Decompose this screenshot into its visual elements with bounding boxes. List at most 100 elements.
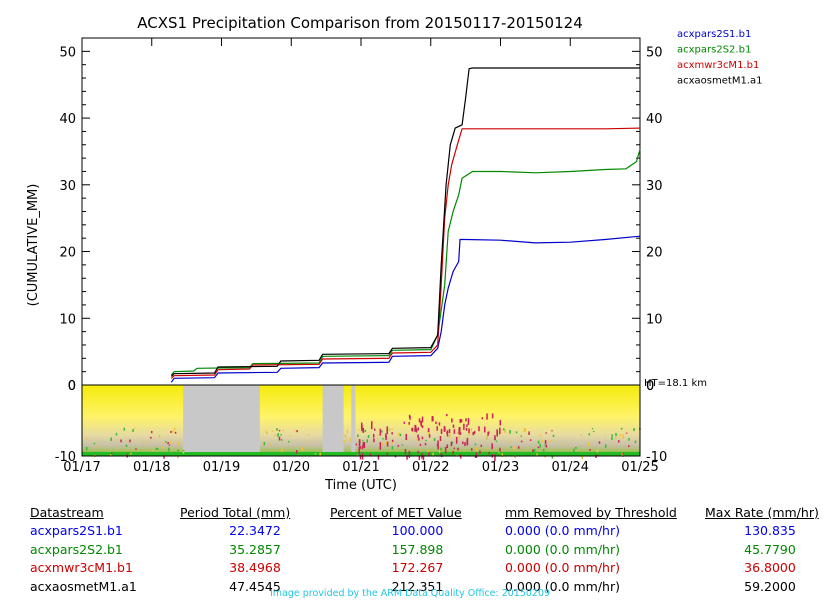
lower-heatmap-panel: [81, 384, 641, 462]
echo-speckle: [545, 444, 548, 448]
echo-speckle-strong: [417, 434, 419, 438]
echo-speckle: [628, 438, 630, 441]
echo-speckle: [468, 433, 471, 436]
echo-speckle-strong: [470, 448, 473, 451]
echo-speckle-strong: [373, 438, 375, 443]
echo-speckle: [551, 455, 554, 459]
echo-speckle-strong: [391, 439, 394, 442]
echo-speckle-strong: [417, 427, 419, 431]
echo-speckle: [563, 443, 565, 446]
y-tick-label-left: 0: [68, 379, 76, 394]
echo-speckle: [123, 427, 126, 431]
echo-speckle: [296, 430, 298, 433]
echo-speckle-strong: [414, 425, 417, 430]
echo-speckle-strong: [494, 454, 496, 462]
echo-speckle-strong: [415, 428, 418, 433]
echo-speckle: [544, 444, 546, 446]
echo-speckle: [142, 441, 145, 445]
echo-speckle-strong: [443, 426, 446, 432]
x-tick-label: 01/19: [203, 460, 240, 475]
echo-speckle: [488, 451, 490, 455]
cell-percent-met: 172.267: [391, 560, 444, 576]
stats-table: Datastream Period Total (mm) Percent of …: [30, 503, 835, 596]
x-tick-label: 01/24: [552, 460, 589, 475]
echo-speckle-strong: [438, 422, 441, 426]
echo-speckle: [627, 445, 630, 448]
y-tick-label-left: 40: [59, 112, 76, 127]
echo-speckle-strong: [462, 441, 464, 445]
echo-speckle: [172, 430, 174, 433]
echo-speckle-strong: [455, 436, 458, 444]
echo-speckle: [289, 434, 292, 436]
echo-speckle-strong: [418, 437, 420, 441]
echo-speckle-strong: [450, 441, 453, 447]
echo-speckle: [169, 441, 171, 444]
echo-speckle: [178, 441, 180, 446]
echo-speckle: [614, 436, 617, 440]
series-line-acxaosmetM1.a1: [170, 67, 640, 377]
echo-speckle: [158, 434, 161, 439]
legend-entry: acxaosmetM1.a1: [677, 76, 762, 87]
echo-speckle-strong: [479, 450, 481, 454]
echo-speckle: [182, 451, 185, 454]
echo-speckle-strong: [409, 415, 411, 420]
echo-speckle: [361, 445, 364, 450]
echo-speckle: [115, 432, 118, 436]
echo-speckle-strong: [421, 416, 424, 423]
echo-speckle: [532, 449, 534, 452]
height-label: HT=18.1 km: [644, 378, 707, 389]
echo-speckle: [381, 430, 383, 433]
echo-speckle: [93, 442, 96, 445]
echo-speckle: [604, 444, 607, 448]
echo-speckle: [581, 455, 583, 460]
echo-speckle: [545, 432, 547, 434]
cell-percent-met: 212.351: [391, 578, 444, 594]
echo-speckle-strong: [472, 432, 474, 436]
x-tick-label: 01/25: [621, 460, 658, 475]
echo-speckle: [620, 427, 623, 430]
y-tick-label-right: 0: [646, 379, 654, 394]
echo-speckle: [151, 450, 154, 452]
echo-speckle: [297, 453, 300, 456]
echo-speckle: [133, 427, 136, 429]
echo-speckle-strong: [363, 442, 366, 448]
echo-speckle: [619, 434, 622, 436]
echo-speckle: [456, 454, 458, 456]
echo-speckle: [372, 433, 375, 438]
surface-echo-strip: [82, 452, 640, 456]
echo-speckle: [401, 444, 404, 446]
echo-speckle: [277, 433, 279, 437]
echo-speckle: [433, 438, 436, 441]
echo-speckle-strong: [494, 435, 496, 441]
echo-speckle-strong: [467, 418, 470, 425]
echo-speckle: [416, 438, 418, 441]
echo-speckle-strong: [452, 450, 454, 455]
echo-speckle-strong: [435, 421, 437, 425]
echo-speckle: [591, 428, 594, 430]
echo-speckle: [276, 428, 278, 431]
echo-speckle: [161, 446, 164, 449]
echo-speckle: [613, 444, 615, 446]
echo-speckle-strong: [448, 428, 451, 434]
heatmap-fill: [82, 385, 640, 456]
echo-speckle: [474, 443, 477, 446]
echo-speckle: [110, 437, 112, 442]
echo-speckle: [453, 447, 456, 449]
echo-speckle-strong: [422, 455, 425, 461]
echo-speckle-strong: [428, 434, 431, 438]
cell-period-total: 22.3472: [229, 523, 281, 539]
table-row: acxmwr3cM1.b1 38.4968 172.267 0.000 (0.0 mm…: [30, 559, 835, 578]
echo-speckle: [397, 444, 400, 447]
missing-data-layer: [183, 385, 356, 456]
echo-speckle-strong: [446, 430, 449, 437]
echo-speckle: [573, 448, 575, 453]
echo-speckle: [425, 439, 427, 442]
echo-speckle: [139, 453, 141, 456]
lower-panel-frame: [81, 384, 641, 457]
echo-speckle: [398, 432, 400, 436]
x-tick-label: 01/23: [482, 460, 519, 475]
echo-speckle: [356, 454, 359, 456]
table-header-row: Datastream Period Total (mm) Percent of …: [30, 503, 835, 522]
header-datastream: Datastream: [30, 504, 104, 520]
echo-speckle: [432, 452, 434, 457]
